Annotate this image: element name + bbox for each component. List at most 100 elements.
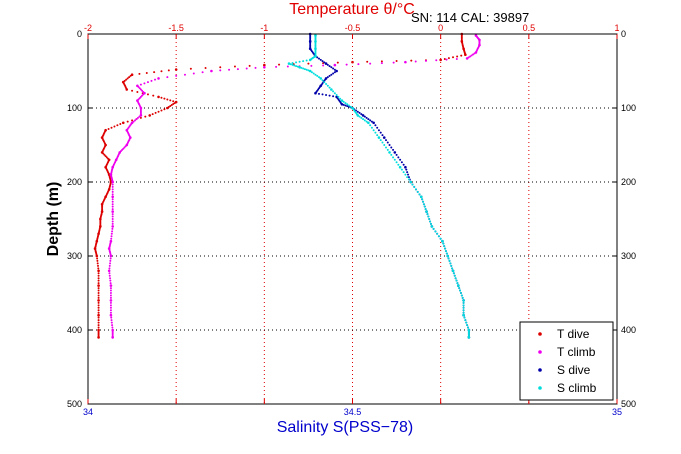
data-point-interp [427, 215, 430, 218]
data-point-interp [97, 304, 100, 307]
data-point-interp [363, 115, 366, 118]
data-point-interp [445, 252, 448, 255]
data-point-interp [170, 104, 173, 107]
data-point-interp [317, 92, 320, 95]
data-point-interp [110, 237, 113, 240]
data-point-interp [136, 90, 139, 93]
y-axis-title: Depth (m) [45, 182, 62, 257]
data-point-interp [392, 61, 395, 64]
data-point-interp [307, 62, 310, 65]
data-point-interp [136, 116, 139, 119]
data-point-interp [435, 59, 438, 62]
data-point-interp [310, 64, 313, 67]
data-point-interp [337, 95, 340, 98]
data-point-interp [302, 67, 305, 70]
data-point-interp [342, 103, 345, 106]
data-point-interp [407, 176, 410, 179]
data-point-interp [139, 116, 142, 119]
data-point-interp [362, 118, 365, 121]
data-point-interp [381, 141, 384, 144]
data-point-interp [305, 59, 308, 62]
data-point [319, 77, 323, 80]
data-point-interp [424, 59, 427, 62]
data-point-interp [111, 230, 114, 233]
data-point-interp [172, 100, 175, 103]
data-point-interp [388, 144, 391, 146]
data-point-interp [349, 105, 352, 108]
data-point-interp [302, 60, 305, 63]
data-point-interp [395, 161, 398, 164]
data-point [430, 225, 434, 228]
data-point-interp [460, 54, 463, 57]
data-point-interp [411, 183, 414, 186]
data-point-interp [471, 53, 474, 56]
data-point-interp [421, 198, 424, 201]
left-tick-label: 300 [67, 251, 82, 261]
data-point [335, 69, 338, 73]
left-tick-label: 100 [67, 103, 82, 113]
data-point-interp [97, 279, 100, 282]
data-point-interp [111, 188, 114, 191]
data-point-interp [97, 267, 100, 270]
data-point-interp [321, 93, 324, 96]
data-point-interp [465, 321, 468, 324]
data-point-interp [416, 190, 419, 193]
data-point [157, 77, 160, 80]
data-point [372, 121, 375, 125]
data-point-interp [97, 324, 100, 327]
data-point-interp [245, 67, 248, 70]
data-point [111, 225, 114, 228]
data-point-interp [113, 125, 116, 128]
data-point-interp [390, 153, 393, 156]
data-point-interp [109, 262, 112, 265]
data-point [425, 210, 428, 213]
data-point [111, 328, 114, 332]
data-point-interp [325, 82, 328, 85]
data-point-interp [107, 127, 110, 130]
data-point-interp [109, 259, 112, 262]
data-point-interp [116, 124, 119, 127]
data-point-interp [452, 272, 455, 275]
data-point-interp [365, 116, 368, 119]
data-point-interp [448, 259, 451, 262]
data-point-interp [369, 62, 372, 65]
data-point-interp [434, 230, 437, 233]
data-point-interp [342, 100, 345, 103]
data-point-interp [326, 76, 329, 79]
data-point-interp [322, 64, 325, 67]
legend-marker [538, 368, 542, 372]
data-point-interp [463, 316, 466, 319]
data-point-interp [404, 173, 407, 176]
data-point-interp [254, 66, 257, 69]
data-point-interp [111, 222, 114, 225]
data-point-interp [160, 70, 163, 73]
data-point-interp [131, 119, 134, 122]
data-point-interp [390, 146, 393, 149]
data-point-interp [111, 183, 114, 186]
data-point-interp [97, 277, 100, 280]
data-point-interp [139, 83, 142, 86]
data-point [333, 63, 337, 67]
data-point-interp [397, 163, 400, 166]
data-point-interp [470, 54, 473, 57]
data-point [314, 91, 317, 95]
data-point-interp [462, 304, 465, 307]
data-point-interp [150, 79, 153, 82]
data-point-interp [110, 319, 113, 322]
data-point-interp [332, 67, 335, 70]
data-point-interp [356, 110, 359, 113]
data-point-interp [328, 65, 331, 68]
data-point-interp [108, 264, 111, 267]
data-point-interp [456, 282, 459, 285]
data-point-interp [138, 72, 141, 75]
data-point-interp [97, 316, 100, 319]
data-point-interp [330, 66, 333, 69]
data-point-interp [333, 68, 336, 71]
data-point-interp [109, 301, 112, 304]
data-point-interp [135, 118, 138, 121]
data-point-interp [132, 120, 135, 123]
data-point [174, 68, 178, 71]
data-point-interp [414, 60, 417, 63]
data-point-interp [275, 65, 278, 68]
legend: T dive T climb S dive S climb [519, 321, 614, 401]
